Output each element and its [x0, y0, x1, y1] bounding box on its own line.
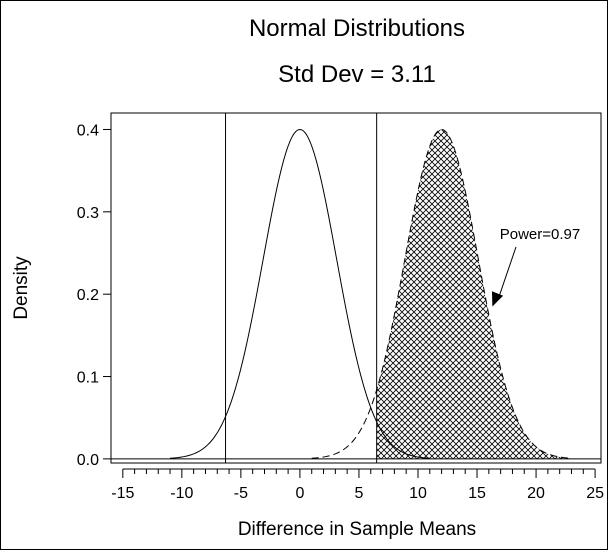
axes: -15 -10 -5 0 5 10 15 20 25 0.0 0.1 0.2 0.3 0.4 — [77, 122, 604, 502]
annotation-arrow-line — [497, 246, 517, 299]
x-tick-label: 20 — [527, 485, 545, 502]
plot-border — [110, 112, 602, 464]
x-tick-label: 0 — [295, 485, 304, 502]
plot-area — [111, 113, 601, 463]
null-distribution-curve — [170, 128, 430, 459]
chart-subtitle: Std Dev = 3.11 — [278, 61, 436, 88]
chart-title: Normal Distributions — [249, 15, 465, 42]
x-tick-label: 25 — [586, 485, 604, 502]
y-tick-label: 0.4 — [77, 122, 99, 139]
y-axis-label: Density — [11, 256, 32, 320]
power-annotation-label: Power=0.97 — [500, 226, 580, 243]
x-tick-label: 10 — [409, 485, 427, 502]
power-annotation: Power=0.97 — [491, 226, 580, 307]
y-tick-label: 0.2 — [77, 287, 99, 304]
x-tick-label: -5 — [234, 485, 248, 502]
x-axis-label: Difference in Sample Means — [238, 519, 476, 540]
y-tick-label: 0.3 — [77, 205, 99, 222]
x-tick-label: 5 — [354, 485, 363, 502]
x-tick-label: -10 — [170, 485, 193, 502]
y-tick-label: 0.0 — [77, 452, 99, 469]
x-tick-label: 15 — [468, 485, 486, 502]
power-shaded-region — [376, 129, 572, 459]
x-tick-label: -15 — [111, 485, 134, 502]
y-tick-label: 0.1 — [77, 370, 99, 387]
annotation-arrowhead — [491, 291, 504, 307]
alternative-distribution-curve — [311, 128, 572, 459]
